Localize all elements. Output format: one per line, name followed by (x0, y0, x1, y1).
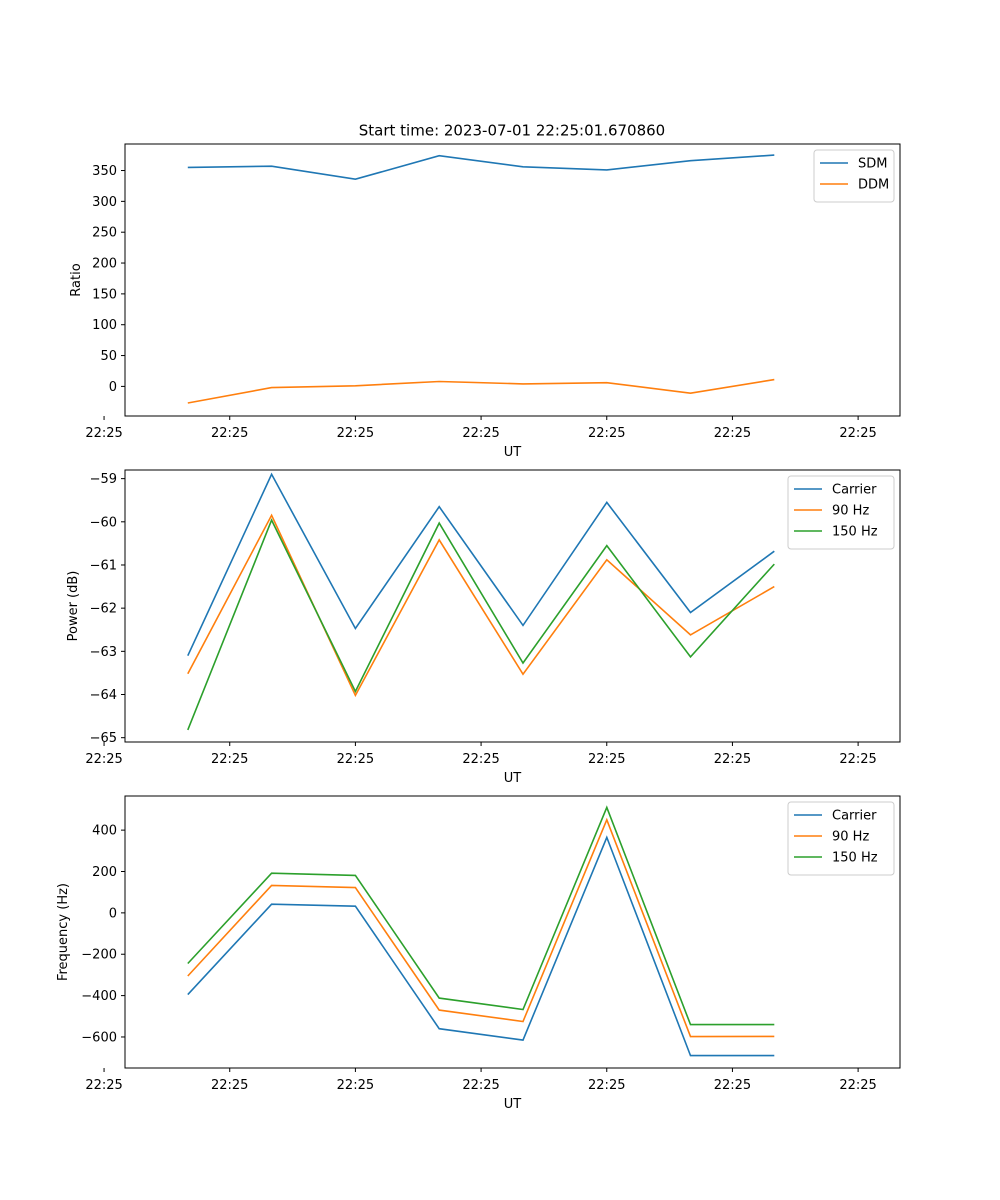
y-tick-label: −63 (90, 645, 117, 660)
legend-entry: 150 Hz (832, 525, 878, 540)
series-line-150-hz (187, 805, 775, 1026)
x-tick-label: 22:25 (462, 426, 499, 441)
x-tick-label: 22:25 (85, 752, 122, 767)
y-axis-label: Power (dB) (66, 571, 81, 642)
x-tick-label: 22:25 (85, 1078, 122, 1093)
x-tick-label: 22:25 (85, 426, 122, 441)
y-tick-label: 200 (92, 865, 117, 880)
x-tick-label: 22:25 (462, 752, 499, 767)
x-tick-label: 22:25 (588, 426, 625, 441)
series-line-sdm (187, 154, 775, 181)
chart-panel-3: 22:25 22:25 22:25 22:25 22:25 22:25 22:25 −600 −… (56, 795, 901, 1112)
series-line-ddm (187, 378, 775, 404)
y-tick-label: −200 (81, 948, 117, 963)
plot-area-frame (124, 143, 901, 417)
legend: Carrier 90 Hz 150 Hz (787, 475, 895, 550)
y-tick-label: 0 (109, 380, 117, 395)
x-axis-label: UT (504, 771, 522, 786)
legend-entry: 90 Hz (832, 504, 869, 519)
legend: SDM DDM (813, 149, 895, 203)
y-tick-label: −62 (90, 602, 117, 617)
y-tick-label: 50 (100, 349, 117, 364)
y-tick-label: −400 (81, 989, 117, 1004)
chart-panel-2: 22:25 22:25 22:25 22:25 22:25 22:25 22:25 −65 −6… (66, 469, 901, 786)
x-tick-label: 22:25 (211, 1078, 248, 1093)
x-axis-label: UT (504, 1097, 522, 1112)
x-tick-label: 22:25 (839, 426, 876, 441)
y-tick-label: −65 (90, 731, 117, 746)
legend-entry: Carrier (832, 483, 877, 498)
chart-title: Start time: 2023-07-01 22:25:01.670860 (359, 122, 665, 140)
x-tick-label: 22:25 (211, 426, 248, 441)
x-axis-label: UT (504, 445, 522, 460)
y-axis-label: Frequency (Hz) (56, 883, 71, 981)
chart-panel-1: 22:25 22:25 22:25 22:25 22:25 22:25 22:25 0 50 10… (69, 143, 901, 460)
legend-entry: Carrier (832, 809, 877, 824)
y-tick-label: −60 (90, 515, 117, 530)
chart-panels: 22:25 22:25 22:25 22:25 22:25 22:25 22:25 0 50 10… (56, 143, 901, 1112)
legend-entry: SDM (858, 157, 887, 172)
x-tick-label: 22:25 (588, 1078, 625, 1093)
series-line-90-hz (187, 513, 775, 698)
y-tick-label: 300 (92, 195, 117, 210)
y-tick-label: 350 (92, 164, 117, 179)
y-tick-label: 200 (92, 257, 117, 272)
x-tick-label: 22:25 (337, 752, 374, 767)
y-axis-label: Ratio (69, 263, 84, 296)
plot-area-frame (124, 795, 901, 1069)
legend: Carrier 90 Hz 150 Hz (787, 801, 895, 876)
x-tick-label: 22:25 (714, 1078, 751, 1093)
x-tick-label: 22:25 (839, 752, 876, 767)
x-tick-label: 22:25 (462, 1078, 499, 1093)
x-tick-label: 22:25 (839, 1078, 876, 1093)
series-line-carrier (187, 472, 775, 657)
legend-entry: DDM (858, 178, 889, 193)
series-line-carrier (187, 835, 775, 1057)
x-tick-label: 22:25 (337, 426, 374, 441)
x-tick-label: 22:25 (714, 426, 751, 441)
y-tick-label: 250 (92, 226, 117, 241)
y-tick-label: −59 (90, 472, 117, 487)
y-tick-label: −64 (90, 688, 117, 703)
x-tick-label: 22:25 (337, 1078, 374, 1093)
x-tick-label: 22:25 (588, 752, 625, 767)
series-line-150-hz (187, 518, 775, 731)
y-tick-label: 100 (92, 318, 117, 333)
legend-entry: 150 Hz (832, 851, 878, 866)
y-tick-label: 150 (92, 287, 117, 302)
legend-entry: 90 Hz (832, 830, 869, 845)
y-tick-label: −61 (90, 558, 117, 573)
series-line-90-hz (187, 817, 775, 1038)
x-tick-label: 22:25 (211, 752, 248, 767)
plot-area-frame (124, 469, 901, 743)
y-tick-label: 400 (92, 824, 117, 839)
y-tick-label: −600 (81, 1030, 117, 1045)
x-tick-label: 22:25 (714, 752, 751, 767)
y-tick-label: 0 (109, 906, 117, 921)
